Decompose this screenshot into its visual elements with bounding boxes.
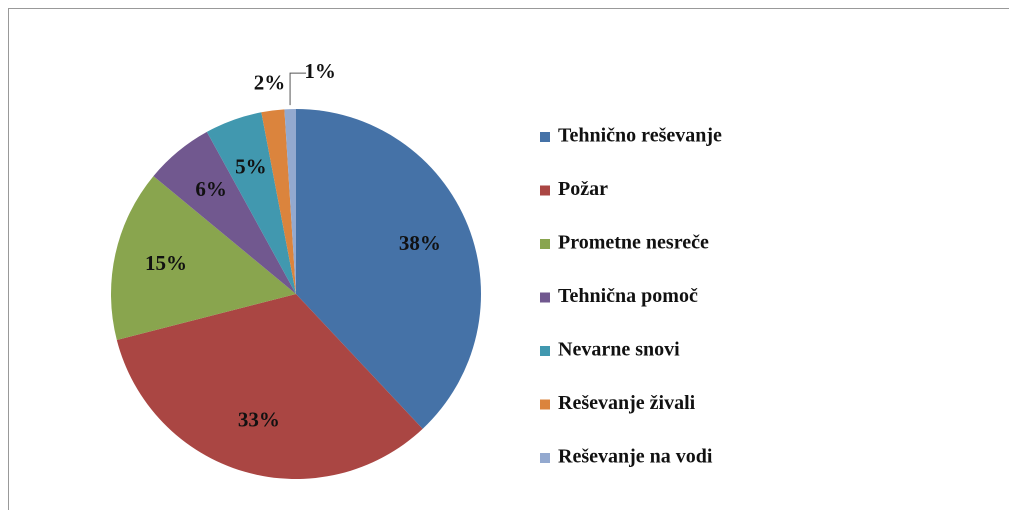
legend-label: Nevarne snovi: [558, 339, 680, 361]
legend-label: Reševanje na vodi: [558, 446, 713, 468]
legend-label: Tehnična pomoč: [558, 285, 698, 307]
data-label: 1%: [304, 59, 336, 83]
legend-label: Prometne nesreče: [558, 232, 709, 254]
data-label: 38%: [399, 231, 441, 255]
pie-slice: [206, 112, 296, 294]
legend-swatch: [540, 239, 550, 249]
legend-swatch: [540, 132, 550, 142]
data-label: 6%: [195, 177, 227, 201]
pie-slice: [110, 176, 296, 341]
legend-label: Požar: [558, 178, 608, 200]
data-label: 5%: [235, 154, 267, 178]
leader-line: [289, 72, 307, 106]
data-label: 2%: [254, 70, 286, 94]
pie-slice: [116, 294, 423, 480]
legend-swatch: [540, 292, 550, 303]
pie-slice: [261, 109, 296, 295]
legend-swatch: [540, 399, 550, 410]
legend-label: Reševanje živali: [558, 392, 696, 414]
data-label: 15%: [145, 251, 187, 275]
pie-slice: [153, 131, 296, 294]
legend-swatch: [540, 453, 550, 463]
legend-label: Tehnično reševanje: [558, 125, 722, 147]
legend-swatch: [540, 185, 550, 196]
pie-slice: [296, 109, 481, 429]
data-label: 33%: [238, 408, 280, 432]
legend-swatch: [540, 346, 550, 356]
pie-slice: [284, 109, 296, 294]
